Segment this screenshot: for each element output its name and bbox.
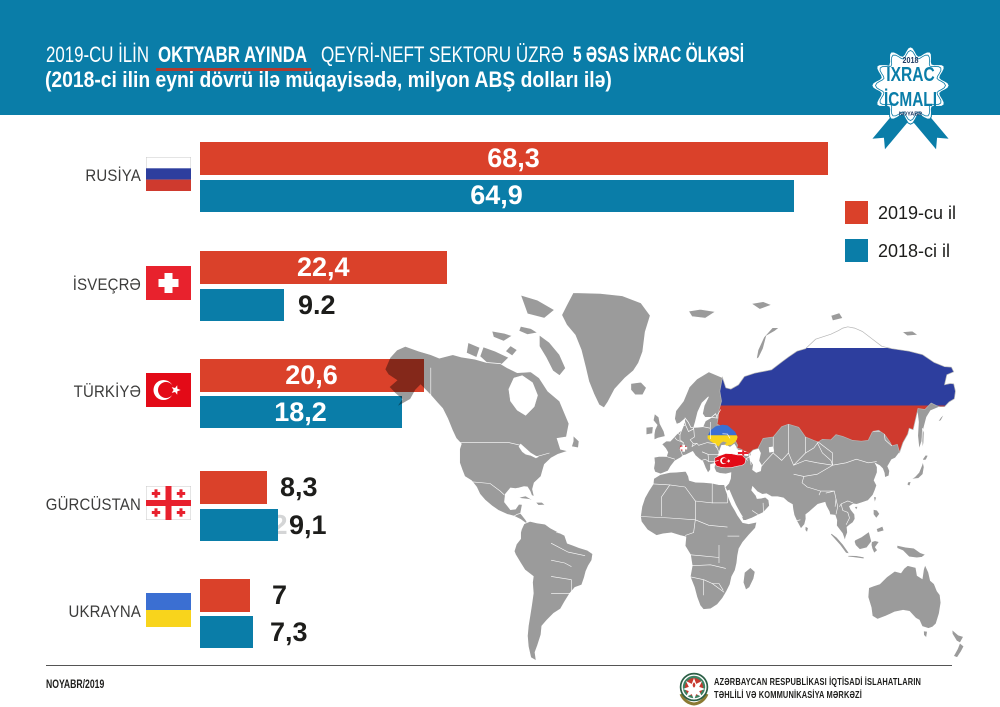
svg-text:İXRAC: İXRAC (886, 63, 935, 85)
svg-text:2018: 2018 (902, 55, 919, 65)
svg-text:İCMALI: İCMALI (884, 88, 937, 110)
svg-text:NOYABR: NOYABR (899, 112, 922, 118)
